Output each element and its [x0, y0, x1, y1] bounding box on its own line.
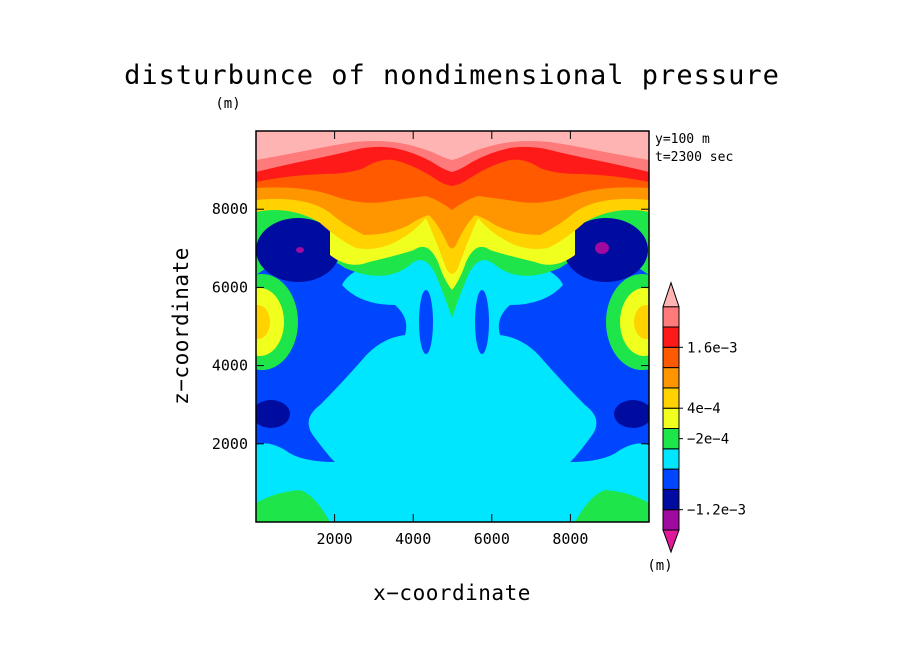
colorbar: 1.6e−3 4e−4 −2e−4 −1.2e−3: [662, 281, 746, 554]
y-axis-title: z−coordinate: [169, 247, 193, 405]
contour-sliver-right: [475, 290, 489, 354]
colorbar-segment: [662, 509, 680, 531]
contour-level-pink: [256, 131, 649, 160]
x-tick-label: 2000: [317, 530, 353, 548]
chart-title: disturbunce of nondimensional pressure: [124, 60, 780, 91]
colorbar-segment: [662, 387, 680, 409]
y-axis: 2000 4000 6000 8000: [212, 200, 649, 453]
colorbar-segment: [662, 468, 680, 490]
colorbar-label: −1.2e−3: [687, 503, 746, 519]
colorbar-segment: [662, 407, 680, 430]
colorbar-unit: (m): [647, 558, 672, 574]
colorbar-segment: [662, 428, 680, 450]
y-tick-label: 6000: [212, 278, 248, 296]
x-tick-label: 6000: [474, 530, 510, 548]
y-tick-label: 4000: [212, 357, 248, 375]
contour-level-green-bottom-left: [256, 490, 330, 522]
y-tick-label: 8000: [212, 200, 248, 218]
colorbar-segment: [662, 448, 680, 470]
plot-frame: [255, 130, 650, 523]
annotation-y: y=100 m: [655, 132, 710, 147]
contour-min-left: [296, 247, 304, 253]
x-tick-label: 8000: [552, 530, 588, 548]
x-axis: 2000 4000 6000 8000: [317, 131, 588, 548]
title-unit-label: (m): [215, 96, 240, 112]
contour-pocket-left-orange: [256, 305, 270, 339]
colorbar-segment: [662, 306, 680, 328]
x-axis-title: x−coordinate: [373, 581, 531, 605]
contour-pocket-right-orange: [634, 305, 649, 339]
colorbar-end-low: [662, 529, 680, 554]
contour-field: [256, 131, 649, 522]
colorbar-label: −2e−4: [687, 432, 729, 448]
colorbar-end-high: [662, 281, 680, 308]
colorbar-label: 4e−4: [687, 401, 721, 417]
contour-blob-low-right: [614, 400, 649, 428]
colorbar-label: 1.6e−3: [687, 340, 738, 356]
y-tick-label: 2000: [212, 435, 248, 453]
x-tick-label: 4000: [395, 530, 431, 548]
colorbar-segment: [662, 367, 680, 389]
contour-blob-low-left: [256, 400, 290, 428]
annotation-t: t=2300 sec: [655, 150, 733, 165]
colorbar-segment: [662, 326, 680, 348]
contour-min-right: [595, 242, 609, 254]
colorbar-segment: [662, 346, 680, 369]
colorbar-segment: [662, 488, 680, 511]
contour-level-green-bottom-right: [575, 490, 649, 522]
contour-sliver-left: [419, 290, 433, 354]
